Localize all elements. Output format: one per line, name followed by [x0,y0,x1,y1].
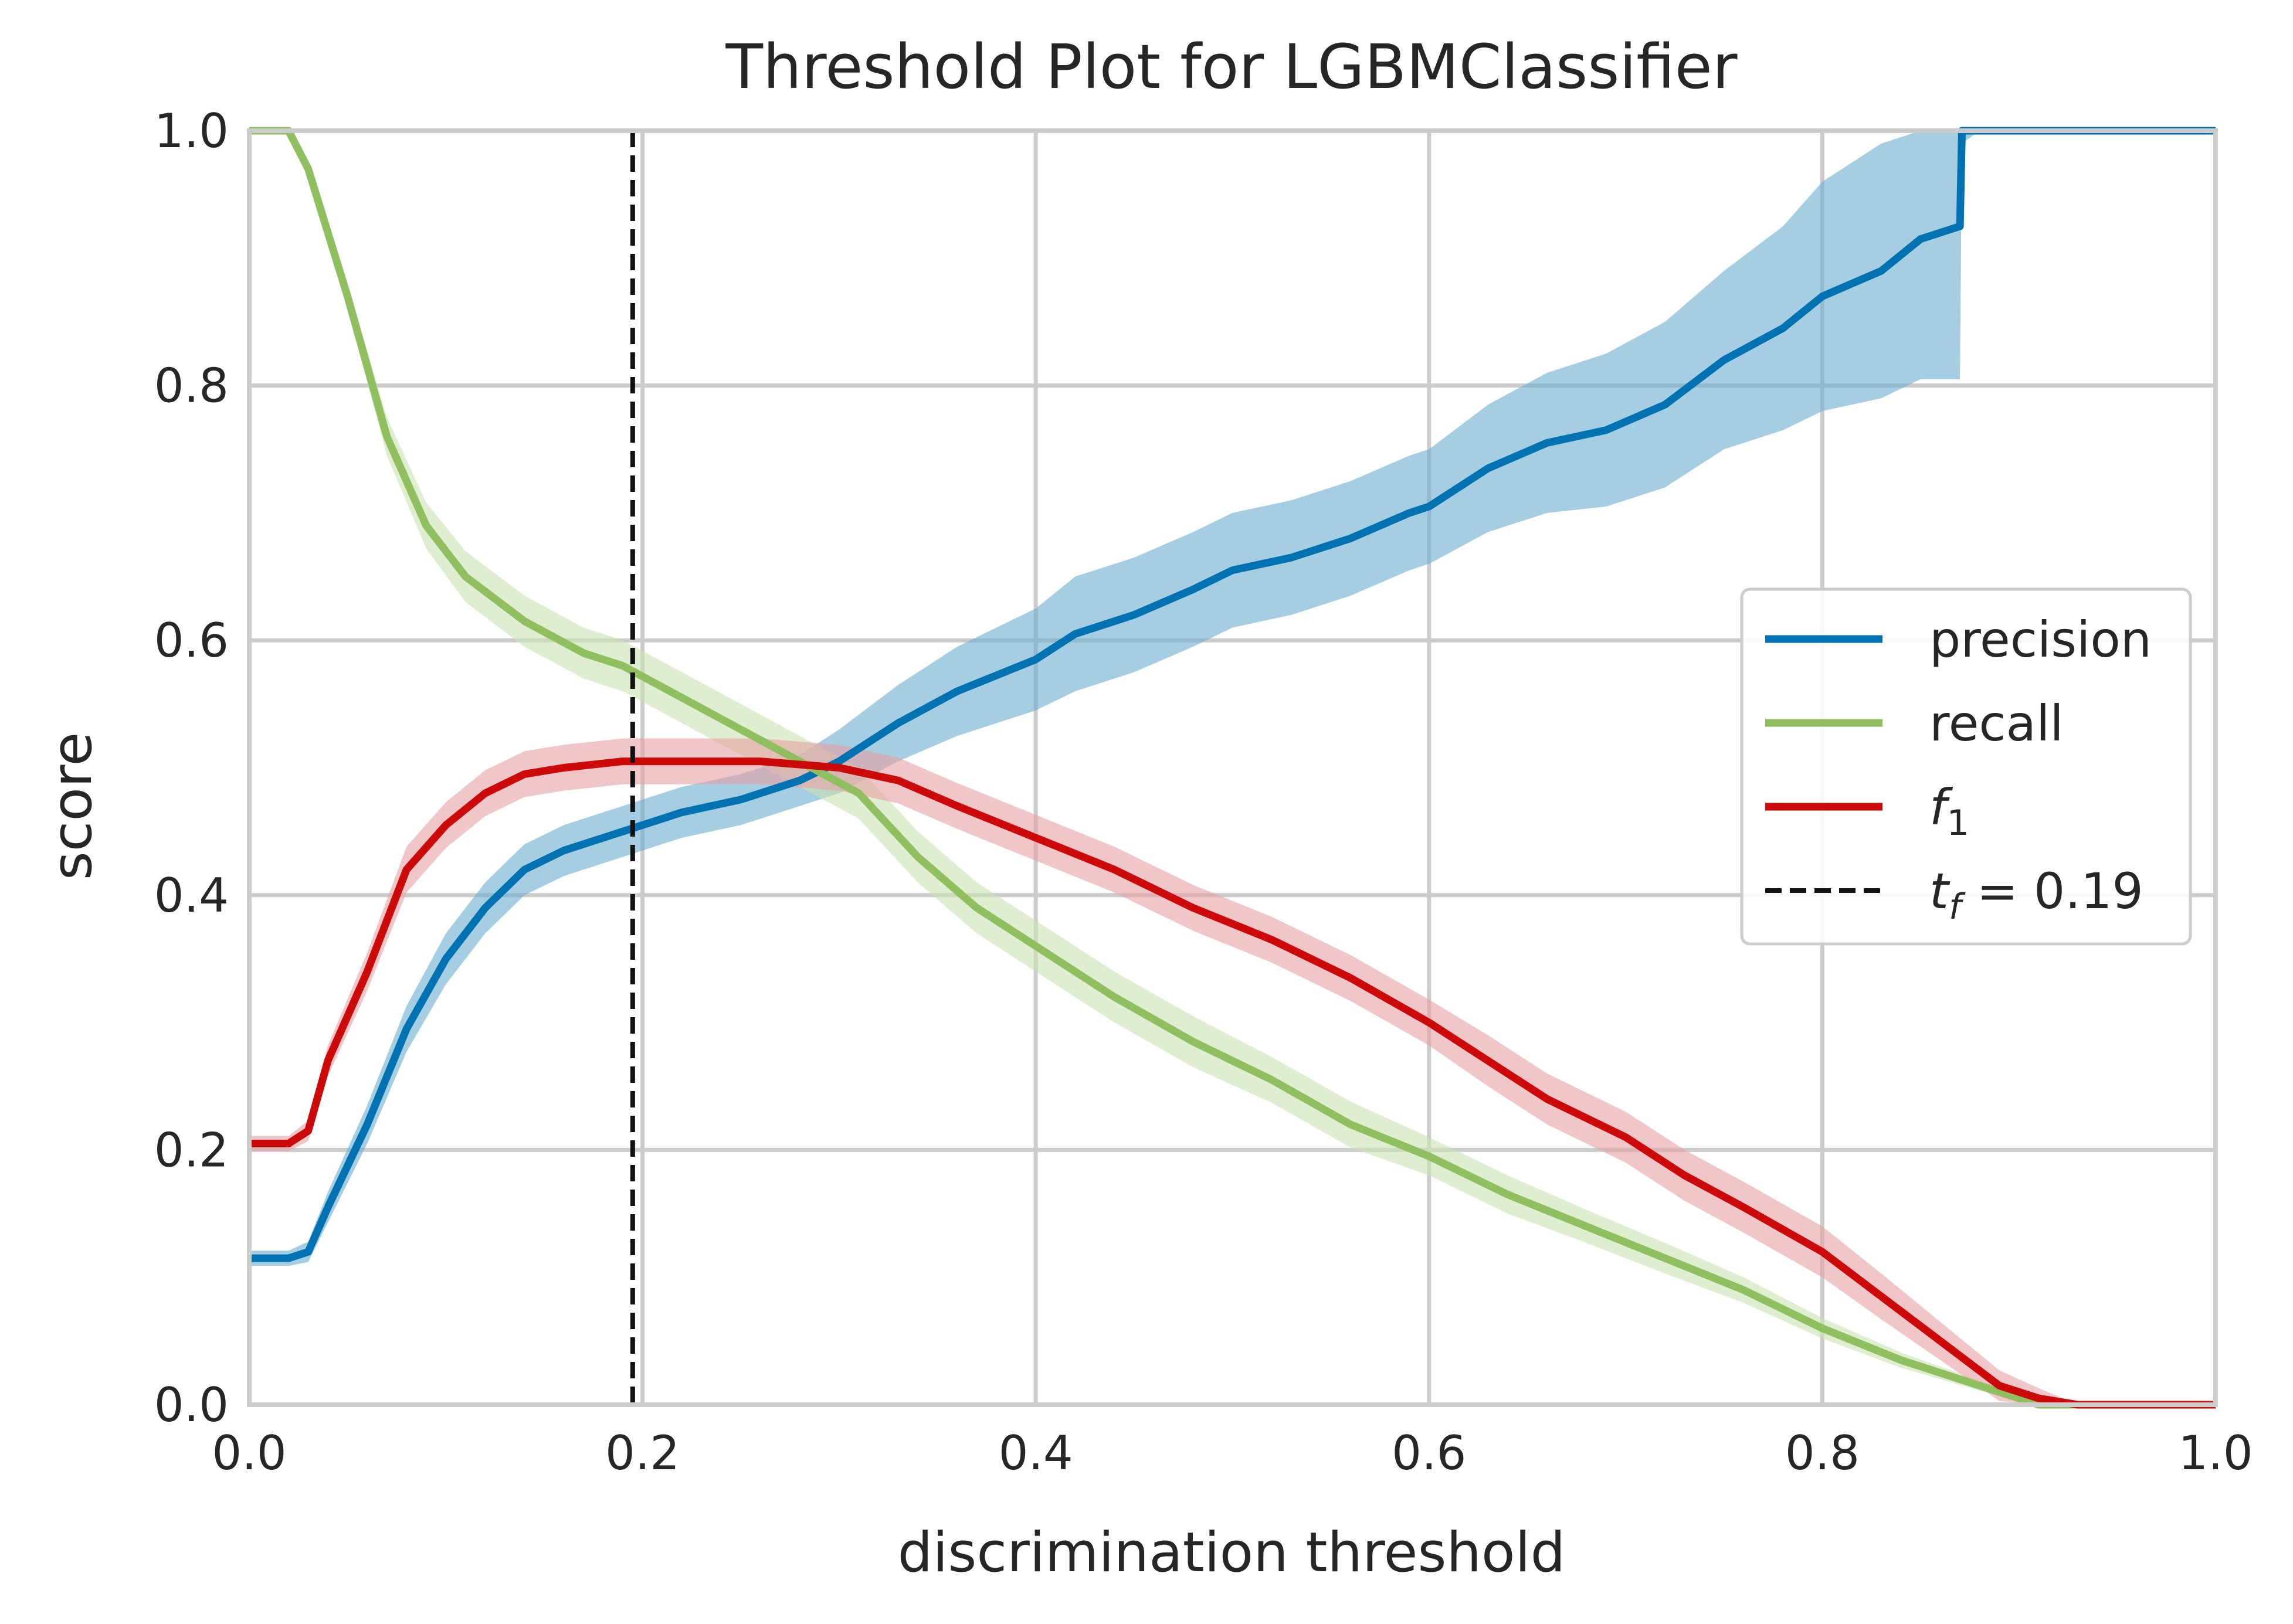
y-tick-label: 0.2 [154,1123,229,1177]
x-tick-label: 0.6 [1392,1426,1466,1480]
y-tick-label: 0.8 [154,359,229,413]
x-axis-label: discrimination threshold [898,1521,1566,1585]
legend-label-precision: precision [1929,611,2152,668]
chart-title: Threshold Plot for LGBMClassifier [725,31,1737,103]
y-tick-label: 0.0 [154,1378,229,1432]
x-tick-label: 1.0 [2178,1426,2253,1480]
y-tick-label: 0.4 [154,868,229,923]
y-tick-label: 1.0 [154,104,229,158]
x-tick-label: 0.4 [999,1426,1073,1480]
y-axis-label: score [40,732,104,881]
x-tick-label: 0.2 [605,1426,680,1480]
y-tick-label: 0.6 [154,613,229,668]
legend-label-threshold: tf = 0.19 [1929,862,2143,927]
x-tick-label: 0.0 [212,1426,286,1480]
legend-label-recall: recall [1929,695,2064,752]
x-tick-label: 0.8 [1785,1426,1860,1480]
